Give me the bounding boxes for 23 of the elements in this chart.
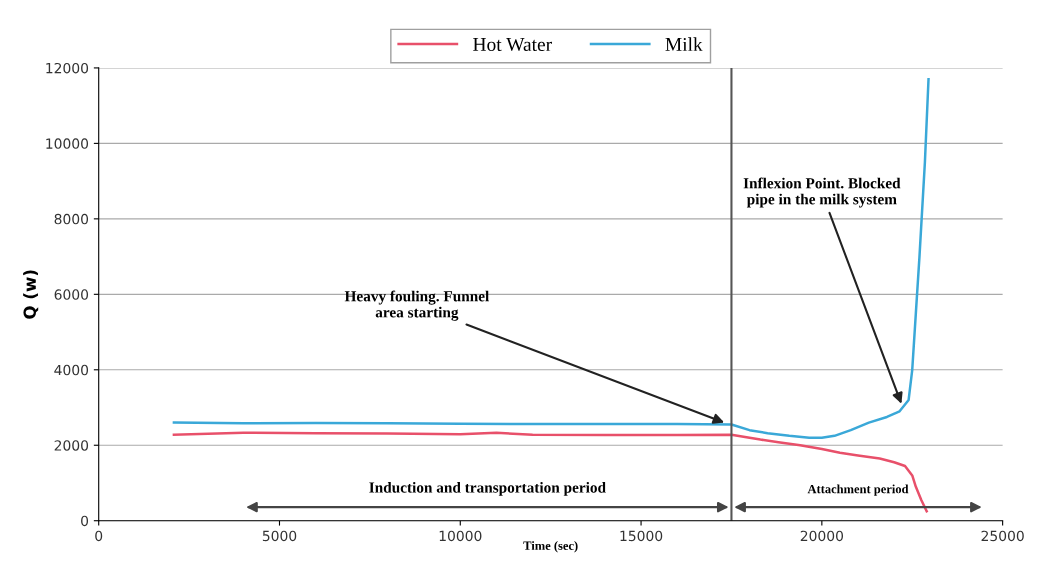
x-tick-label: 25000	[981, 530, 1024, 542]
y-tick-label: 6000	[54, 289, 89, 300]
legend-label: Milk	[665, 37, 703, 51]
annotation: Inflexion Point. Blocked pipe in the milk system	[743, 177, 901, 208]
y-tick-label: 8000	[54, 213, 89, 225]
y-tick-label: 4000	[54, 364, 89, 376]
x-axis-title: Time (sec)	[523, 541, 578, 553]
line-series	[172, 77, 930, 439]
annotation: Heavy fouling. Funnel area starting	[344, 290, 489, 321]
annotation: Attachment period	[807, 484, 909, 496]
line-series	[172, 431, 928, 513]
x-tick-label: 0	[95, 530, 103, 542]
x-tick-label: 15000	[620, 530, 663, 542]
y-tick-label: 10000	[46, 138, 89, 149]
x-tick-label: 5000	[262, 530, 297, 542]
y-tick-label: 12000	[46, 62, 89, 74]
x-tick-label: 20000	[800, 530, 844, 542]
x-tick-label: 10000	[439, 530, 482, 542]
legend-label: Hot Water	[473, 38, 552, 52]
y-tick-label: 0	[81, 515, 89, 527]
y-axis-title: Q (w)	[23, 270, 39, 319]
annotation: Induction and transportation period	[369, 481, 606, 496]
y-tick-label: 2000	[54, 440, 89, 451]
